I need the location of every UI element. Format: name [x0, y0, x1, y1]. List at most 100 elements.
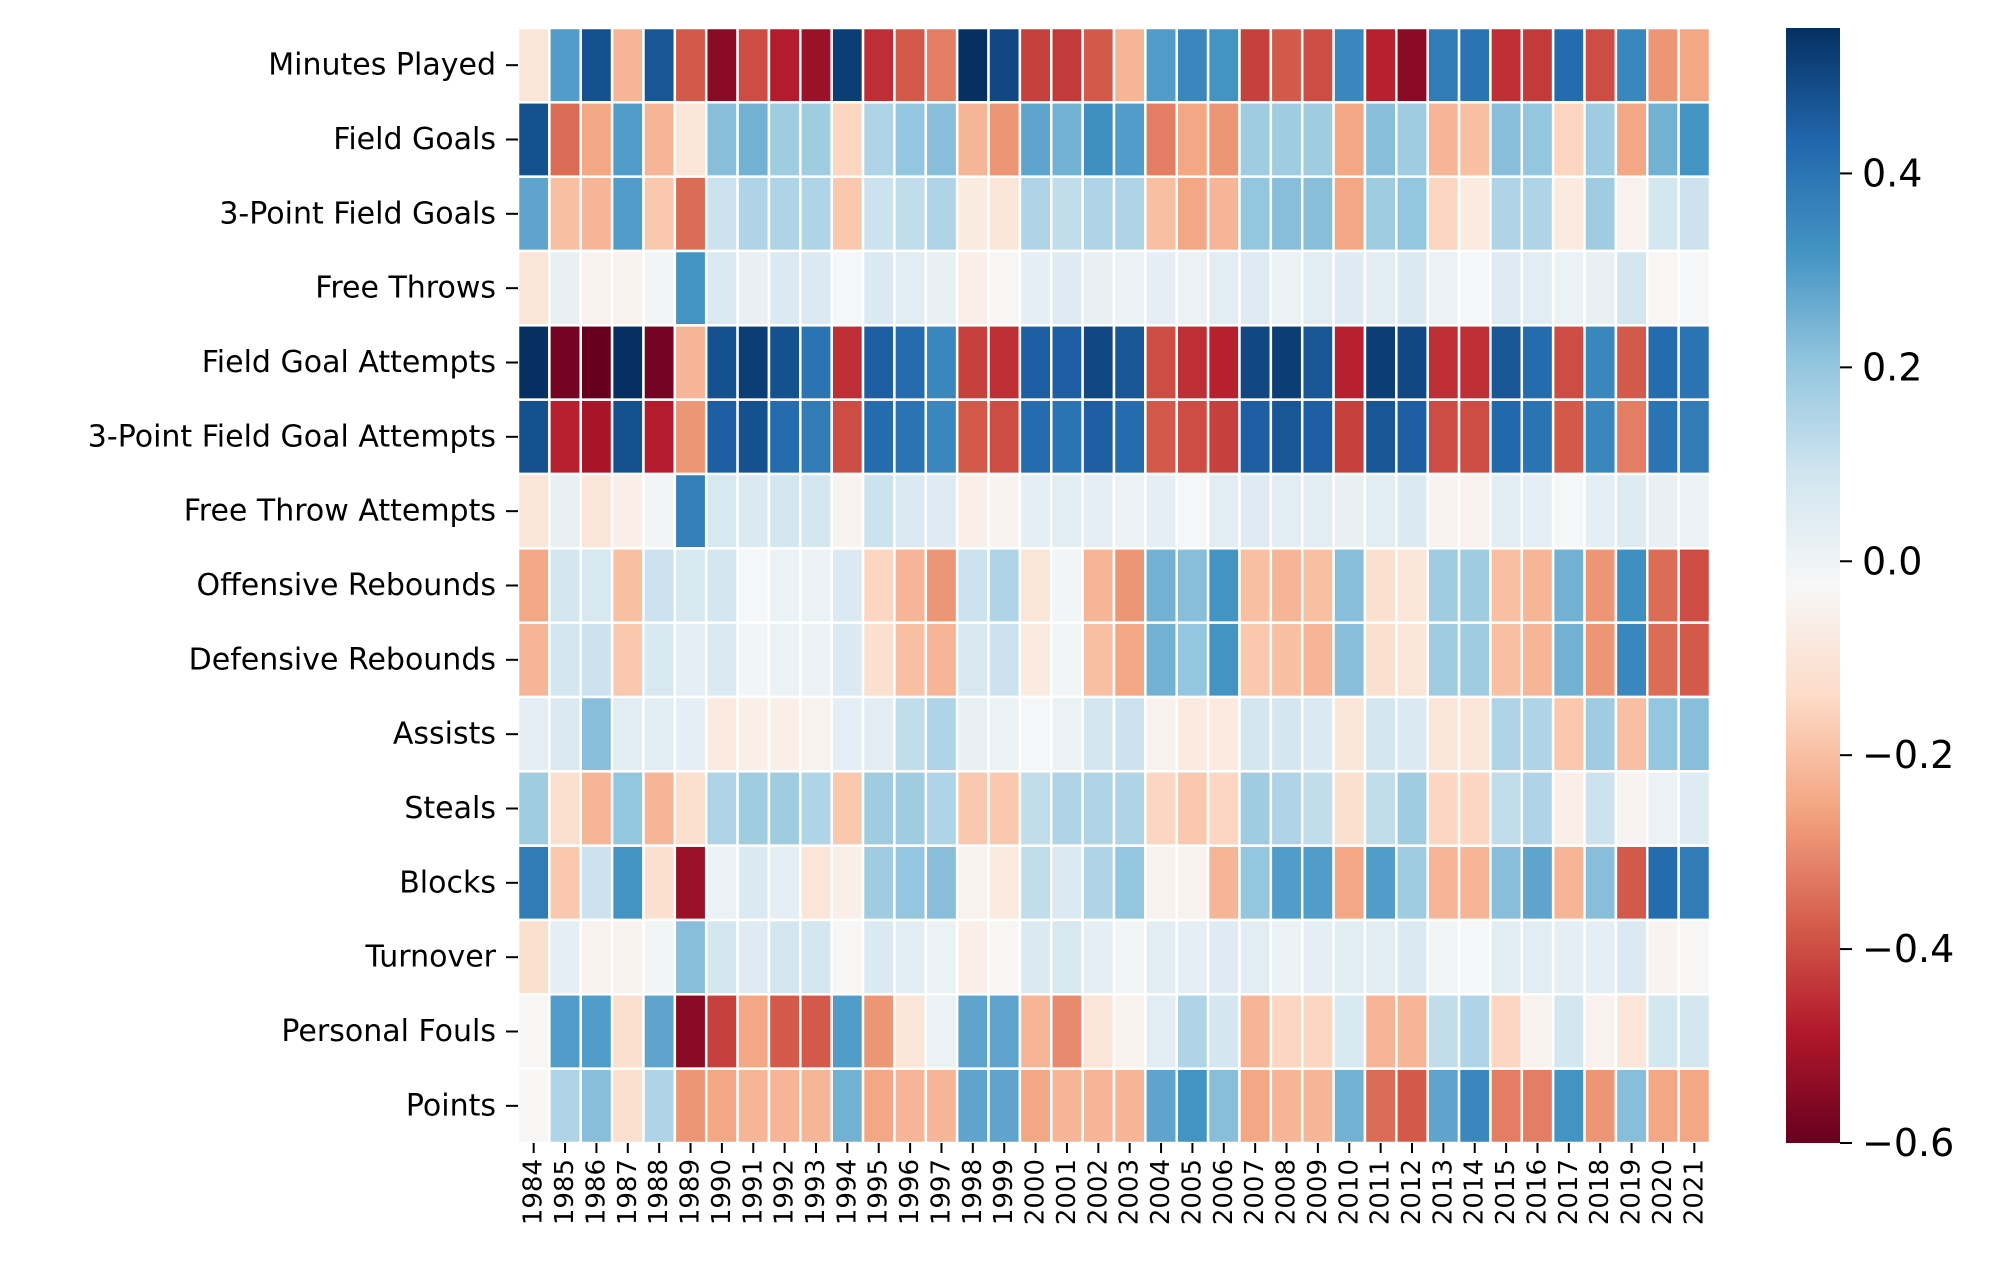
- heatmap-cell: [1300, 695, 1335, 773]
- heatmap-cell: [1300, 472, 1335, 550]
- heatmap-cell: [1551, 101, 1586, 178]
- heatmap-cell: [1551, 547, 1586, 624]
- heatmap-cell: [1332, 770, 1367, 847]
- heatmap-cell: [1583, 398, 1618, 476]
- heatmap-cell: [1144, 472, 1178, 550]
- heatmap-cell: [830, 918, 865, 996]
- heatmap-cell: [1300, 249, 1335, 327]
- heatmap-cell: [610, 26, 645, 104]
- heatmap-cell: [1206, 472, 1241, 550]
- heatmap-cell: [642, 621, 677, 699]
- heatmap-cell: [1018, 249, 1053, 327]
- x-tick-label: 2009: [1303, 1159, 1333, 1225]
- x-tick-label: 2002: [1083, 1159, 1113, 1225]
- y-axis-labels: Minutes Played Field Goals 3-Point Field G…: [88, 48, 518, 1123]
- heatmap-cell: [704, 398, 739, 476]
- x-tick-label: 1996: [895, 1159, 925, 1225]
- heatmap-cell: [1081, 918, 1116, 996]
- heatmap-cell: [955, 1067, 990, 1145]
- heatmap-cell: [736, 472, 771, 550]
- heatmap-cell: [1206, 918, 1241, 996]
- heatmap-cell: [704, 26, 739, 104]
- heatmap-cell: [1426, 249, 1461, 327]
- x-tick-label: 2012: [1397, 1159, 1427, 1225]
- heatmap-cell: [736, 101, 771, 178]
- x-tick-label: 1987: [613, 1159, 643, 1225]
- heatmap-cell: [861, 1067, 896, 1145]
- heatmap-cell: [1050, 844, 1084, 922]
- heatmap-cell: [516, 547, 551, 624]
- heatmap-cell: [642, 175, 677, 253]
- heatmap-cell: [579, 993, 614, 1070]
- heatmap-cell: [1677, 621, 1712, 699]
- heatmap-cell: [1457, 249, 1492, 327]
- heatmap-cell: [1206, 993, 1241, 1070]
- heatmap-cell: [861, 101, 896, 178]
- heatmap-cell: [1238, 547, 1273, 624]
- heatmap-cell: [1175, 324, 1210, 401]
- heatmap-cell: [830, 695, 865, 773]
- x-tick-label: 1984: [519, 1159, 549, 1225]
- heatmap-cell: [1646, 398, 1680, 476]
- heatmap-cell: [1175, 547, 1210, 624]
- heatmap-cell: [1363, 695, 1398, 773]
- heatmap-cell: [1457, 472, 1492, 550]
- heatmap-cell: [955, 26, 990, 104]
- heatmap-cell: [642, 472, 677, 550]
- heatmap-cell: [830, 249, 865, 327]
- heatmap-cell: [1426, 993, 1461, 1070]
- heatmap-cell: [1489, 844, 1524, 922]
- heatmap-cell: [1018, 398, 1053, 476]
- heatmap-cell: [1426, 26, 1461, 104]
- heatmap-cell: [610, 993, 645, 1070]
- heatmap-cell: [516, 26, 551, 104]
- heatmap-cell: [1144, 175, 1178, 253]
- heatmap-cell: [955, 993, 990, 1070]
- heatmap-cell: [1614, 547, 1649, 624]
- heatmap-cell: [1395, 695, 1429, 773]
- heatmap-cell: [1269, 101, 1304, 178]
- heatmap-cell: [548, 844, 582, 922]
- heatmap-cell: [1112, 993, 1147, 1070]
- heatmap-cell: [1144, 918, 1178, 996]
- heatmap-cell: [704, 993, 739, 1070]
- heatmap-cell: [924, 472, 959, 550]
- heatmap-cell: [893, 993, 928, 1070]
- heatmap-cell: [673, 770, 708, 847]
- heatmap-cell: [1489, 770, 1524, 847]
- heatmap-cell: [1614, 472, 1649, 550]
- heatmap-cell: [1395, 621, 1429, 699]
- heatmap-cell: [1175, 844, 1210, 922]
- heatmap-cell: [861, 398, 896, 476]
- heatmap-cell: [955, 844, 990, 922]
- heatmap-cell: [924, 175, 959, 253]
- heatmap-cell: [830, 26, 865, 104]
- heatmap-cell: [861, 547, 896, 624]
- x-tick-label: 2008: [1272, 1159, 1302, 1225]
- heatmap-cell: [579, 101, 614, 178]
- heatmap-cell: [1018, 918, 1053, 996]
- heatmap-cell: [987, 324, 1022, 401]
- heatmap-cell: [1426, 175, 1461, 253]
- heatmap-cell: [1269, 1067, 1304, 1145]
- heatmap-cell: [1614, 249, 1649, 327]
- heatmap-cell: [642, 101, 677, 178]
- heatmap-cell: [1050, 621, 1084, 699]
- heatmap-cell: [1363, 175, 1398, 253]
- heatmap-cell: [1489, 472, 1524, 550]
- heatmap-cell: [579, 770, 614, 847]
- heatmap-cell: [893, 621, 928, 699]
- heatmap-cell: [1551, 398, 1586, 476]
- x-tick-label: 1999: [989, 1159, 1019, 1225]
- heatmap-cell: [736, 398, 771, 476]
- heatmap-cell: [1426, 547, 1461, 624]
- heatmap-cell: [642, 770, 677, 847]
- heatmap-cell: [1677, 993, 1712, 1070]
- heatmap-cell: [955, 398, 990, 476]
- heatmap-cell: [767, 844, 802, 922]
- heatmap-cell: [704, 1067, 739, 1145]
- heatmap-cell: [610, 101, 645, 178]
- heatmap-cell: [1520, 398, 1555, 476]
- heatmap-cell: [548, 324, 582, 401]
- heatmap-cell: [1520, 770, 1555, 847]
